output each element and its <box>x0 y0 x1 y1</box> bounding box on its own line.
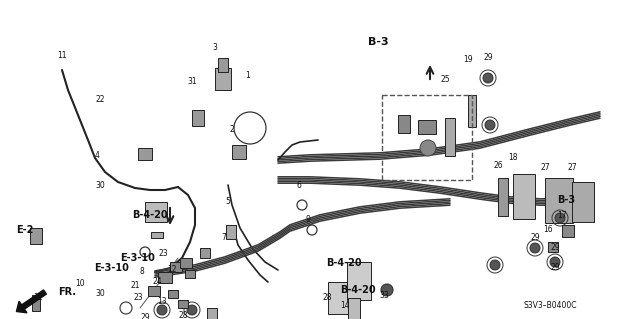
Bar <box>382 95 472 180</box>
Bar <box>445 118 455 156</box>
Bar <box>226 225 236 239</box>
Text: 30: 30 <box>95 181 105 189</box>
Bar <box>138 148 152 160</box>
Text: 28: 28 <box>323 293 332 302</box>
Text: 33: 33 <box>379 291 389 300</box>
Bar <box>170 262 182 272</box>
Text: 29: 29 <box>530 234 540 242</box>
Bar <box>32 295 40 311</box>
Circle shape <box>485 120 495 130</box>
Text: 29: 29 <box>550 243 560 253</box>
Circle shape <box>555 213 565 223</box>
Text: S3V3–B0400C: S3V3–B0400C <box>524 300 577 309</box>
Circle shape <box>530 243 540 253</box>
Bar <box>168 290 178 298</box>
Text: 28: 28 <box>179 310 188 319</box>
Text: 1: 1 <box>246 70 250 79</box>
Text: 23: 23 <box>158 249 168 257</box>
Text: 30: 30 <box>95 288 105 298</box>
Bar <box>572 182 594 222</box>
Text: B-3: B-3 <box>368 37 388 47</box>
Bar <box>562 225 574 237</box>
Text: 27: 27 <box>567 164 577 173</box>
Bar <box>348 298 360 319</box>
Bar <box>328 282 348 314</box>
FancyArrow shape <box>17 290 47 313</box>
Circle shape <box>550 257 560 267</box>
Circle shape <box>381 284 393 296</box>
Circle shape <box>187 305 197 315</box>
Text: 10: 10 <box>75 278 85 287</box>
Text: 26: 26 <box>493 160 503 169</box>
Circle shape <box>483 73 493 83</box>
Bar <box>158 272 172 283</box>
Text: B-3: B-3 <box>557 195 575 205</box>
Text: B-4-20: B-4-20 <box>326 258 362 268</box>
Bar <box>545 178 573 223</box>
Text: E-3-10: E-3-10 <box>94 263 129 273</box>
Circle shape <box>420 140 436 156</box>
Bar <box>418 120 436 134</box>
Bar <box>180 258 192 268</box>
Text: 6: 6 <box>296 181 301 189</box>
Bar <box>347 262 371 300</box>
Bar <box>232 145 246 159</box>
Bar <box>185 270 195 278</box>
Text: B-4-20: B-4-20 <box>340 285 376 295</box>
Text: 19: 19 <box>463 56 473 64</box>
Text: 17: 17 <box>557 211 567 219</box>
Text: 3: 3 <box>212 43 218 53</box>
Text: 23: 23 <box>133 293 143 302</box>
Text: 32: 32 <box>33 293 43 302</box>
Circle shape <box>490 260 500 270</box>
Text: 29: 29 <box>550 263 560 272</box>
Text: 7: 7 <box>221 234 227 242</box>
Bar <box>468 95 476 127</box>
Text: 8: 8 <box>140 268 145 277</box>
Bar <box>30 228 42 244</box>
Text: E-3-10: E-3-10 <box>120 253 155 263</box>
Text: E-2: E-2 <box>16 225 33 235</box>
Bar <box>145 202 167 222</box>
Bar <box>548 242 558 252</box>
Text: 5: 5 <box>225 197 230 206</box>
Text: 4: 4 <box>95 151 99 160</box>
Circle shape <box>157 305 167 315</box>
Text: B-4-20: B-4-20 <box>132 210 168 220</box>
Text: 12: 12 <box>167 265 177 275</box>
Bar <box>215 68 231 90</box>
Text: 24: 24 <box>152 278 162 286</box>
Bar <box>178 300 188 308</box>
Text: 29: 29 <box>483 54 493 63</box>
Text: 13: 13 <box>157 298 167 307</box>
Text: 21: 21 <box>131 280 140 290</box>
Bar <box>200 248 210 258</box>
Text: 18: 18 <box>508 153 518 162</box>
Text: 22: 22 <box>95 95 105 105</box>
Text: 27: 27 <box>540 164 550 173</box>
Text: FR.: FR. <box>58 287 76 297</box>
Bar <box>513 174 535 219</box>
Bar <box>207 308 217 319</box>
Text: 29: 29 <box>140 314 150 319</box>
Text: 11: 11 <box>57 50 67 60</box>
Text: 14: 14 <box>340 300 350 309</box>
Text: 2: 2 <box>230 125 234 135</box>
Bar <box>192 110 204 126</box>
Bar <box>148 286 160 296</box>
Text: 25: 25 <box>440 76 450 85</box>
Text: 16: 16 <box>543 226 553 234</box>
Text: 9: 9 <box>305 216 310 225</box>
Bar <box>218 58 228 72</box>
Bar <box>498 178 508 216</box>
Bar <box>398 115 410 133</box>
Text: 31: 31 <box>187 78 197 86</box>
Bar <box>151 232 163 238</box>
